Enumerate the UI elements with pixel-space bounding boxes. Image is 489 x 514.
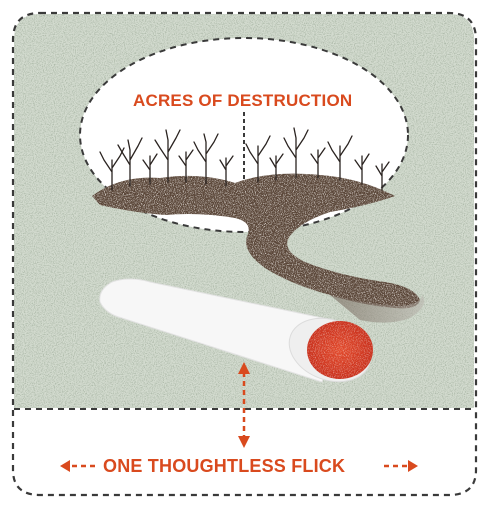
bubble-outline: [79, 37, 409, 233]
right-arrow-icon: [384, 460, 418, 472]
cigarette-icon: [99, 278, 373, 383]
acres-of-destruction-label: ACRES OF DESTRUCTION: [133, 91, 353, 110]
caption-panel: [14, 408, 474, 493]
frame-border: [11, 11, 478, 497]
left-arrow-icon: [60, 460, 98, 472]
one-thoughtless-flick-label: ONE THOUGHTLESS FLICK: [103, 456, 346, 476]
tree-silhouette-icon: [99, 127, 390, 191]
burnt-area: [92, 173, 425, 323]
double-arrow-icon: [238, 362, 250, 448]
